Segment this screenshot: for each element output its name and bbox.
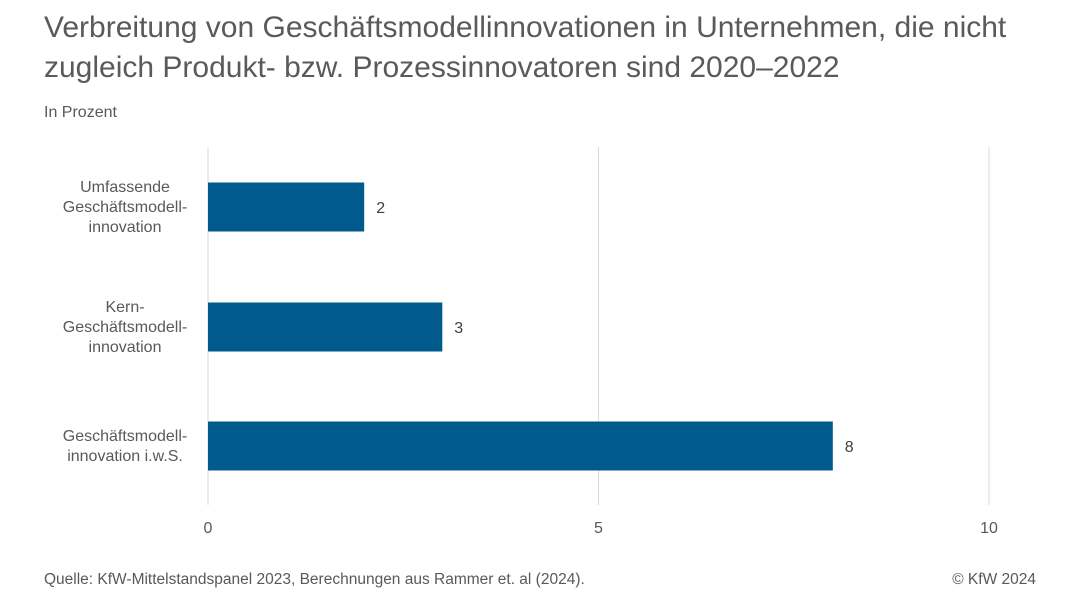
- data-label: 2: [376, 200, 385, 217]
- chart-subtitle: In Prozent: [44, 104, 117, 121]
- category-label: Kern-: [105, 299, 144, 316]
- data-label: 8: [845, 439, 854, 456]
- x-tick-label: 0: [204, 520, 213, 537]
- bar-chart: 2 3 8 Umfassende Geschäftsmodell-innovation…: [63, 147, 998, 537]
- x-tick-label: 5: [594, 520, 603, 537]
- bars: [208, 182, 833, 471]
- category-label: innovation i.w.S.: [67, 448, 183, 465]
- copyright-note: © KfW 2024: [952, 571, 1036, 588]
- x-axis-ticks: 0 5 10: [204, 520, 998, 537]
- chart-title: Verbreitung von Geschäftsmodellinnovatio…: [44, 11, 1007, 84]
- bar: [208, 182, 365, 232]
- data-label: 3: [454, 320, 463, 337]
- category-label: Geschäftsmodell-: [63, 428, 188, 445]
- category-label: Geschäftsmodell-: [63, 319, 188, 336]
- data-labels: 2 3 8: [376, 200, 854, 456]
- bar: [208, 421, 833, 471]
- category-label: Geschäftsmodell-: [63, 199, 188, 216]
- category-labels: Umfassende Geschäftsmodell-innovation Kern…: [63, 179, 188, 465]
- bar: [208, 302, 443, 352]
- category-label: Umfassende: [80, 179, 170, 196]
- category-label: innovation: [89, 339, 162, 356]
- category-label: innovation: [89, 219, 162, 236]
- source-note: Quelle: KfW-Mittelstandspanel 2023, Bere…: [44, 571, 585, 588]
- x-tick-label: 10: [980, 520, 998, 537]
